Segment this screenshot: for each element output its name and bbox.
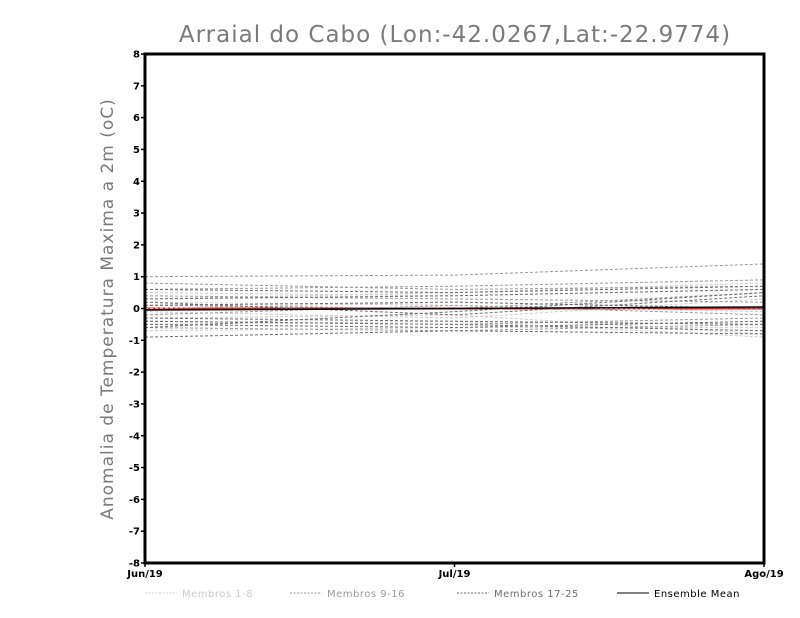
member-line-13 (144, 323, 765, 332)
legend-label: Membros 9-16 (327, 589, 405, 600)
legend-label: Membros 1-8 (182, 589, 253, 600)
y-axis-label: Anomalia de Temperatura Maxima a 2m (oC) (98, 98, 118, 520)
member-line-5 (144, 301, 765, 313)
member-line-2 (144, 282, 765, 300)
y-tick-label: 5 (133, 145, 140, 156)
ensemble-mean-line (144, 306, 765, 311)
y-tick-label: -4 (129, 431, 140, 442)
chart-title: Arraial do Cabo (Lon:-42.0267,Lat:-22.97… (179, 22, 731, 48)
member-line-18 (144, 288, 765, 300)
member-line-24 (144, 320, 765, 332)
x-tick-label: Jul/19 (438, 569, 471, 580)
y-tick-label: -8 (129, 559, 140, 570)
member-line-23 (144, 285, 765, 294)
y-tick-label: -3 (129, 399, 140, 410)
legend-item-3: Membros 17-25 (457, 589, 579, 600)
y-tick-label: -1 (129, 336, 140, 347)
member-line-22 (144, 317, 765, 325)
member-line-17 (144, 330, 765, 338)
legend-item-4: Ensemble Mean (617, 589, 740, 600)
legend: Membros 1-8 Membros 9-16 Membros 17-25 Ense… (145, 589, 740, 600)
member-line-15 (144, 304, 765, 316)
y-tick-label: 4 (133, 177, 140, 188)
member-line-10 (144, 279, 765, 290)
plot-area (144, 263, 765, 338)
y-tick-label: -7 (129, 527, 140, 538)
y-tick-label: 8 (133, 50, 140, 61)
member-line-11 (144, 317, 765, 325)
member-line-6 (144, 298, 765, 319)
axes: -8 -7 -6 -5 -4 -3 -2 -1 0 1 2 3 4 5 6 7 8 Jun/19 Jul/19 Ago… (126, 50, 783, 581)
legend-item-1: Membros 1-8 (145, 589, 253, 600)
member-line-20 (144, 292, 765, 329)
y-tick-label: 0 (133, 304, 140, 315)
member-line-12 (144, 292, 765, 310)
legend-label: Membros 17-25 (494, 589, 579, 600)
legend-item-2: Membros 9-16 (290, 589, 405, 600)
y-tick-label: -6 (129, 495, 140, 506)
member-line-4 (144, 327, 764, 332)
member-line-9 (144, 263, 765, 278)
legend-label: Ensemble Mean (654, 589, 740, 600)
member-line-21 (144, 295, 765, 316)
member-line-16 (144, 282, 765, 290)
member-line-25 (144, 301, 765, 309)
y-tick-label: 2 (133, 240, 140, 251)
y-tick-label: 1 (133, 272, 140, 283)
y-tick-label: 7 (133, 81, 140, 92)
member-line-14 (144, 295, 765, 303)
member-line-3 (144, 314, 765, 335)
y-tick-label: -2 (129, 368, 140, 379)
x-tick-label: Ago/19 (744, 569, 783, 580)
x-tick-label: Jun/19 (126, 569, 163, 580)
member-line-8 (144, 320, 765, 338)
y-tick-label: 6 (133, 113, 140, 124)
y-tick-label: -5 (129, 463, 140, 474)
y-tick-label: 3 (133, 209, 140, 220)
